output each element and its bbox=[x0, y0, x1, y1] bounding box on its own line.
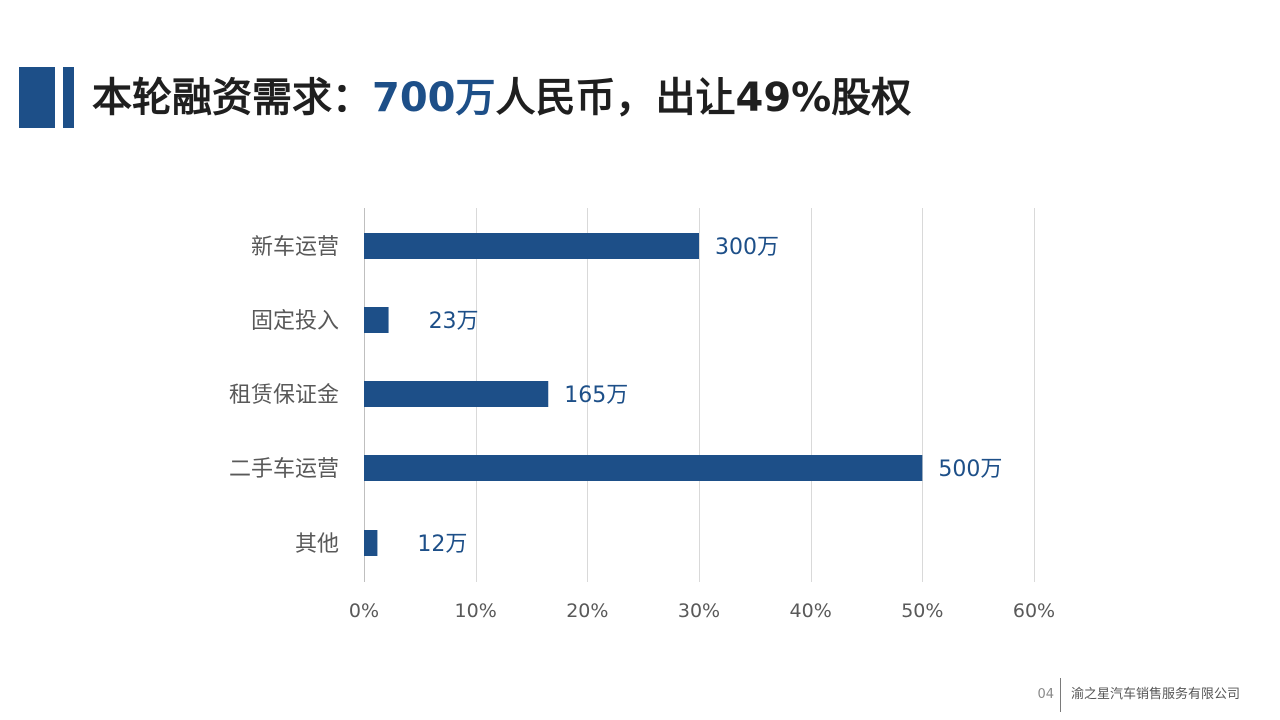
category-label: 租赁保证金 bbox=[229, 383, 339, 408]
data-label: 12万 bbox=[417, 532, 467, 557]
title-highlight: 700万 bbox=[372, 75, 496, 121]
x-tick-label: 40% bbox=[790, 600, 832, 622]
category-label: 新车运营 bbox=[251, 235, 339, 260]
company-name: 渝之星汽车销售服务有限公司 bbox=[1071, 687, 1241, 702]
x-tick-label: 60% bbox=[1013, 600, 1055, 622]
data-label: 300万 bbox=[715, 235, 779, 260]
data-label: 500万 bbox=[938, 457, 1002, 482]
title-suffix: 人民币，出让49%股权 bbox=[495, 75, 912, 121]
category-label: 固定投入 bbox=[251, 309, 339, 334]
bar bbox=[364, 530, 378, 556]
bar bbox=[364, 381, 549, 407]
page-title: 本轮融资需求：700万人民币，出让49%股权 bbox=[92, 68, 911, 128]
title-prefix: 本轮融资需求： bbox=[92, 75, 372, 121]
data-label: 165万 bbox=[564, 383, 628, 408]
title-accent-bar bbox=[63, 67, 74, 128]
x-tick-label: 0% bbox=[349, 600, 379, 622]
x-tick-label: 50% bbox=[901, 600, 943, 622]
x-tick-label: 30% bbox=[678, 600, 720, 622]
category-label: 其他 bbox=[295, 532, 339, 557]
x-tick-label: 20% bbox=[566, 600, 608, 622]
bar bbox=[364, 455, 923, 481]
footer-divider bbox=[1060, 678, 1061, 712]
bar bbox=[364, 233, 699, 259]
category-label: 二手车运营 bbox=[229, 457, 339, 482]
page-number: 04 bbox=[1037, 687, 1054, 702]
data-label: 23万 bbox=[429, 309, 479, 334]
title-accent-block bbox=[19, 67, 55, 128]
bar bbox=[364, 307, 389, 333]
x-tick-label: 10% bbox=[455, 600, 497, 622]
